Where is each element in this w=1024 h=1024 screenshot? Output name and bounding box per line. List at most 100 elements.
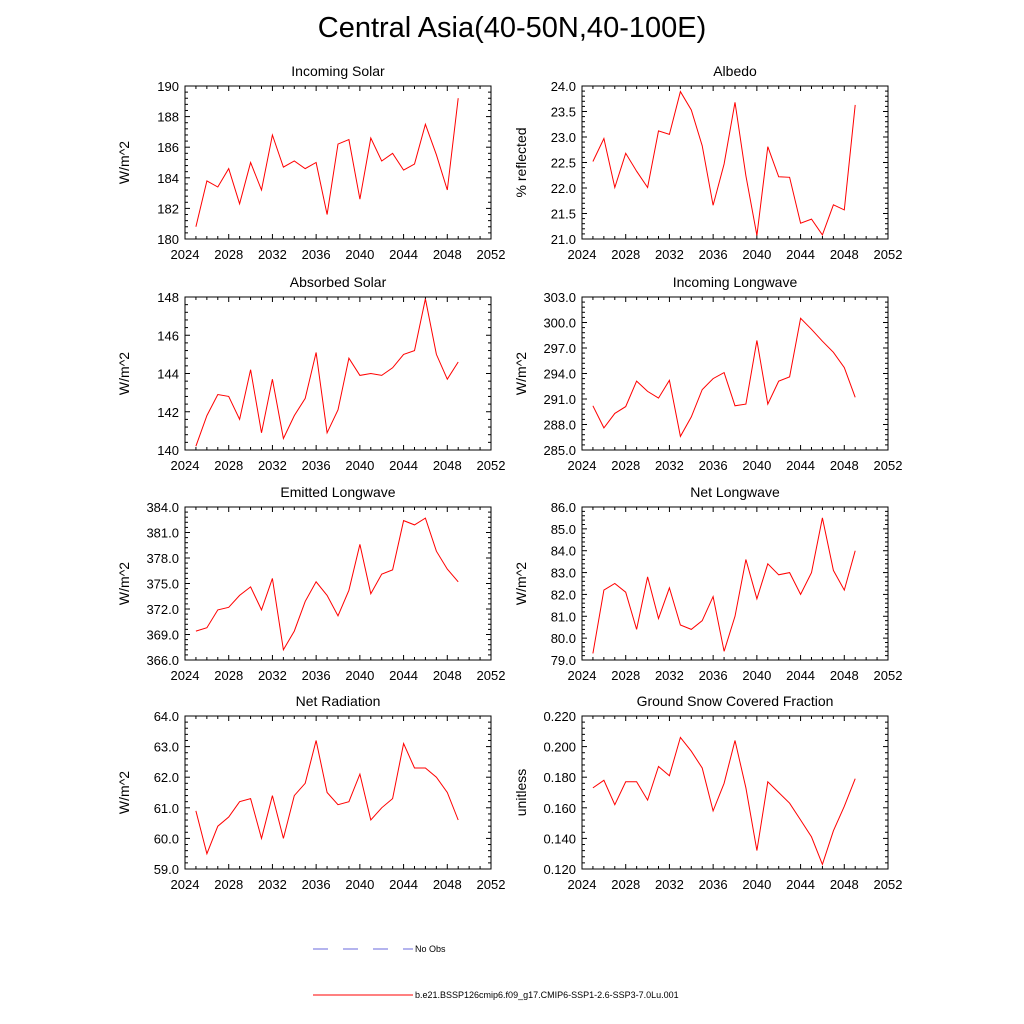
x-tick-label: 2024 (568, 247, 597, 262)
y-tick-label: 182 (157, 201, 179, 216)
x-tick-label: 2040 (345, 877, 374, 892)
x-tick-label: 2052 (477, 247, 506, 262)
y-tick-label: 83.0 (551, 566, 576, 581)
x-tick-label: 2024 (171, 247, 200, 262)
y-tick-label: 60.0 (154, 831, 179, 846)
plot-frame (581, 715, 889, 870)
x-tick-label: 2032 (258, 247, 287, 262)
x-tick-label: 2024 (171, 668, 200, 683)
y-tick-label: 190 (157, 79, 179, 94)
x-tick-label: 2040 (742, 668, 771, 683)
x-tick-label: 2036 (699, 877, 728, 892)
chart-title: Ground Snow Covered Fraction (637, 693, 834, 709)
y-tick-label: 79.0 (551, 653, 576, 668)
y-tick-label: 0.120 (543, 862, 576, 877)
y-tick-label: 81.0 (551, 609, 576, 624)
plot-frame (581, 296, 889, 451)
y-tick-label: 82.0 (551, 587, 576, 602)
y-tick-label: 378.0 (146, 551, 179, 566)
y-tick-label: 21.5 (551, 207, 576, 222)
y-tick-label: 148 (157, 290, 179, 305)
y-tick-label: 372.0 (146, 602, 179, 617)
y-tick-label: 291.0 (543, 392, 576, 407)
y-tick-label: 63.0 (154, 740, 179, 755)
y-axis-label: W/m^2 (116, 141, 132, 184)
y-tick-label: 369.0 (146, 628, 179, 643)
x-tick-label: 2052 (874, 877, 903, 892)
y-tick-label: 297.0 (543, 341, 576, 356)
y-axis-label: W/m^2 (116, 352, 132, 395)
x-tick-label: 2028 (214, 668, 243, 683)
y-tick-label: 22.5 (551, 156, 576, 171)
y-tick-label: 188 (157, 110, 179, 125)
y-tick-label: 375.0 (146, 577, 179, 592)
y-tick-label: 62.0 (154, 770, 179, 785)
chart-title: Albedo (713, 63, 757, 79)
y-tick-label: 0.160 (543, 801, 576, 816)
x-tick-label: 2028 (611, 458, 640, 473)
panel-net-radiation: Net Radiation 2024 2028 2032 2036 2040 2044 204… (116, 693, 505, 892)
y-axis-label: W/m^2 (116, 771, 132, 814)
x-tick-label: 2024 (568, 877, 597, 892)
x-tick-label: 2024 (568, 458, 597, 473)
y-tick-label: 0.200 (543, 740, 576, 755)
y-tick-label: 0.180 (543, 770, 576, 785)
x-tick-label: 2036 (699, 458, 728, 473)
series-line (592, 517, 856, 654)
x-tick-label: 2048 (830, 668, 859, 683)
x-tick-label: 2052 (874, 668, 903, 683)
x-tick-label: 2052 (874, 458, 903, 473)
y-axis-label: W/m^2 (116, 562, 132, 605)
x-tick-label: 2028 (214, 458, 243, 473)
x-tick-label: 2052 (874, 247, 903, 262)
panel-albedo: Albedo 2024 2028 2032 2036 2040 2044 2048 2052 21… (513, 63, 902, 262)
y-tick-label: 186 (157, 140, 179, 155)
x-tick-label: 2032 (655, 668, 684, 683)
y-tick-label: 24.0 (551, 79, 576, 94)
panel-incoming-longwave: Incoming Longwave 2024 2028 2032 2036 2040 204… (513, 274, 902, 473)
x-tick-label: 2044 (786, 877, 815, 892)
plot-frame (184, 715, 492, 870)
y-axis-label: W/m^2 (513, 352, 529, 395)
x-tick-label: 2044 (389, 668, 418, 683)
chart-title: Incoming Longwave (673, 274, 798, 290)
y-tick-label: 23.0 (551, 130, 576, 145)
series-line (195, 298, 459, 447)
x-tick-label: 2032 (258, 458, 287, 473)
series-line (195, 740, 459, 856)
x-tick-label: 2048 (433, 668, 462, 683)
x-tick-label: 2036 (302, 877, 331, 892)
y-tick-label: 300.0 (543, 316, 576, 331)
y-tick-label: 184 (157, 171, 179, 186)
y-tick-label: 0.140 (543, 831, 576, 846)
x-tick-label: 2052 (477, 458, 506, 473)
x-tick-label: 2028 (611, 668, 640, 683)
plot-frame (581, 506, 889, 661)
chart-title: Net Longwave (690, 484, 780, 500)
x-tick-label: 2044 (389, 877, 418, 892)
figure-title: Central Asia(40-50N,40-100E) (317, 12, 707, 44)
y-tick-label: 61.0 (154, 801, 179, 816)
panel-incoming-solar: Incoming Solar 2024 2028 2032 2036 2040 2044 20… (116, 63, 505, 262)
chart-title: Absorbed Solar (290, 274, 387, 290)
x-tick-label: 2048 (830, 458, 859, 473)
y-tick-label: 381.0 (146, 526, 179, 541)
x-tick-label: 2032 (258, 668, 287, 683)
x-tick-label: 2032 (258, 877, 287, 892)
x-tick-label: 2036 (302, 247, 331, 262)
chart-title: Incoming Solar (291, 63, 385, 79)
panel-ground-snow-covered-fraction: Ground Snow Covered Fraction 2024 2028 2032… (513, 693, 902, 892)
x-tick-label: 2048 (830, 877, 859, 892)
y-tick-label: 140 (157, 443, 179, 458)
x-tick-label: 2040 (742, 247, 771, 262)
x-tick-label: 2048 (433, 877, 462, 892)
chart-title: Emitted Longwave (280, 484, 395, 500)
x-tick-label: 2048 (433, 458, 462, 473)
x-tick-label: 2040 (345, 247, 374, 262)
y-tick-label: 303.0 (543, 290, 576, 305)
y-tick-label: 294.0 (543, 367, 576, 382)
y-axis-label: unitless (513, 769, 529, 816)
x-tick-label: 2044 (786, 668, 815, 683)
panel-absorbed-solar: Absorbed Solar 2024 2028 2032 2036 2040 2044 20… (116, 274, 505, 473)
y-tick-label: 86.0 (551, 500, 576, 515)
